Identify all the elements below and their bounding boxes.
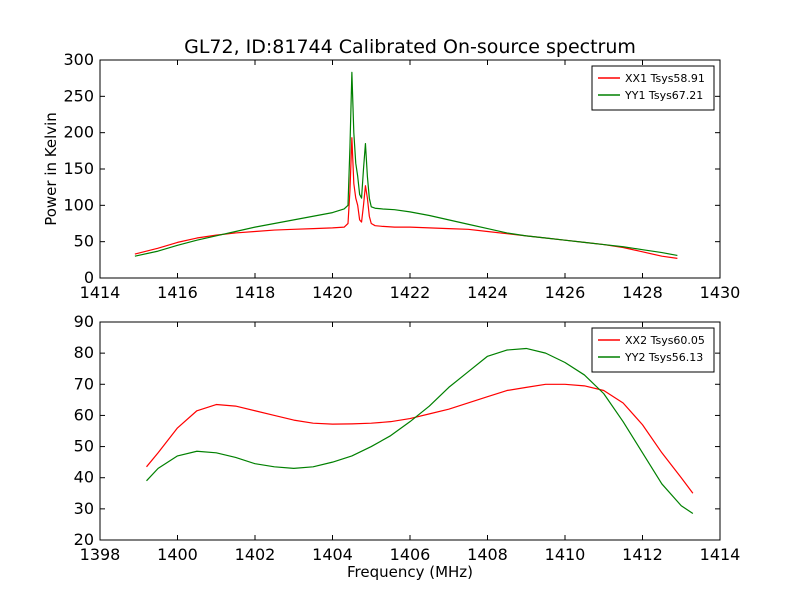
x-tick-label: 1416: [157, 283, 198, 302]
x-tick-label: 1414: [700, 545, 741, 564]
y-tick-label: 150: [63, 159, 94, 178]
x-tick-label: 1414: [80, 283, 121, 302]
series-line-1-2: [134, 71, 678, 257]
x-tick-label: 1404: [312, 545, 353, 564]
series-line-2-1: [146, 383, 694, 494]
legend: XX2 Tsys60.05 YY2 Tsys56.13: [591, 327, 715, 373]
legend-label: XX2 Tsys60.05: [625, 334, 705, 347]
top-panel: 1414 1416 1418 1420 1422 1424 1426 1428 1430 0 50 1…: [42, 50, 740, 302]
y-tick-label: 250: [63, 86, 94, 105]
y-tick-label: 60: [74, 405, 94, 424]
y-axis-label: Power in Kelvin: [42, 112, 60, 226]
x-tick-label: 1428: [622, 283, 663, 302]
y-tick-label: 30: [74, 499, 94, 518]
y-tick-label: 70: [74, 374, 94, 393]
legend: XX1 Tsys58.91 YY1 Tsys67.21: [591, 65, 715, 111]
x-tick-label: 1424: [467, 283, 508, 302]
y-tick-label: 300: [63, 50, 94, 69]
chart-title: GL72, ID:81744 Calibrated On-source spec…: [184, 36, 636, 58]
y-tick-label: 50: [74, 437, 94, 456]
x-tick-label: 1426: [545, 283, 586, 302]
legend-label: XX1 Tsys58.91: [625, 72, 705, 85]
legend-label: YY2 Tsys56.13: [624, 351, 703, 364]
y-tick-label: 50: [74, 232, 94, 251]
series-line-2-2: [146, 347, 694, 515]
x-tick-label: 1406: [390, 545, 431, 564]
x-tick-label: 1420: [312, 283, 353, 302]
y-tick-label: 0: [84, 268, 94, 287]
y-tick-label: 200: [63, 123, 94, 142]
x-tick-label: 1412: [622, 545, 663, 564]
legend-label: YY1 Tsys67.21: [624, 89, 703, 102]
x-tick-label: 1418: [235, 283, 276, 302]
x-tick-label: 1422: [390, 283, 431, 302]
x-tick-label: 1408: [467, 545, 508, 564]
legend-box: [591, 327, 715, 373]
x-tick-label: 1402: [235, 545, 276, 564]
y-tick-label: 40: [74, 468, 94, 487]
y-tick-label: 20: [74, 530, 94, 549]
x-tick-label: 1410: [545, 545, 586, 564]
x-axis-label: Frequency (MHz): [347, 563, 473, 581]
y-tick-label: 90: [74, 312, 94, 331]
x-tick-label: 1430: [700, 283, 741, 302]
y-tick-label: 80: [74, 343, 94, 362]
y-tick-label: 100: [63, 195, 94, 214]
legend-box: [591, 65, 715, 111]
x-tick-label: 1398: [80, 545, 121, 564]
bottom-panel: 1398 1400 1402 1404 1406 1408 1410 1412 1414 20 30…: [74, 312, 741, 581]
x-tick-label: 1400: [157, 545, 198, 564]
